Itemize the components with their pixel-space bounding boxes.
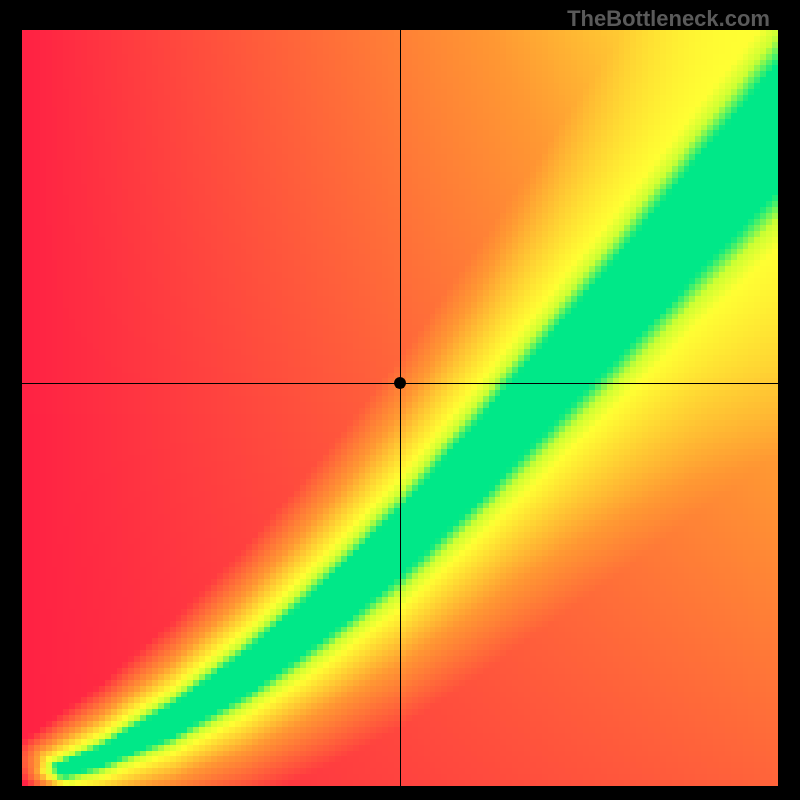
heatmap-plot	[22, 30, 778, 786]
heatmap-canvas	[22, 30, 778, 786]
chart-container: { "watermark": "TheBottleneck.com", "cha…	[0, 0, 800, 800]
watermark-text: TheBottleneck.com	[567, 6, 770, 32]
